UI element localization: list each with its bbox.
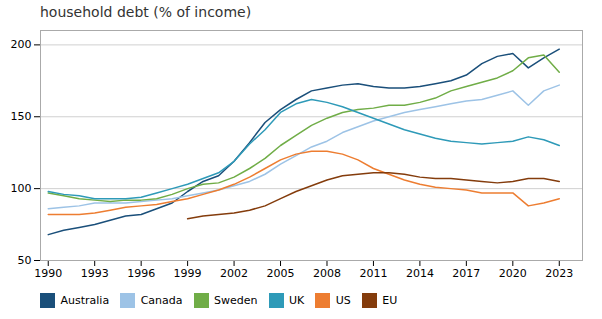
svg-text:2023: 2023 — [545, 267, 573, 280]
html-text:household debt (% of income): household debt (% of income) — [40, 4, 252, 20]
svg-text:200: 200 — [11, 38, 32, 51]
html-text:US: US — [335, 294, 351, 307]
svg-text:1990: 1990 — [34, 267, 62, 280]
html-text:UK: UK — [289, 294, 305, 307]
svg-text:2011: 2011 — [359, 267, 387, 280]
svg-text:100: 100 — [11, 182, 32, 195]
svg-text:2005: 2005 — [267, 267, 295, 280]
svg-text:1999: 1999 — [174, 267, 202, 280]
html-text:Canada: Canada — [140, 294, 183, 307]
svg-text:1993: 1993 — [81, 267, 109, 280]
html-text:Sweden: Sweden — [214, 294, 258, 307]
svg-text:2017: 2017 — [452, 267, 480, 280]
svg-text:150: 150 — [11, 110, 32, 123]
html-text:Australia: Australia — [60, 294, 110, 307]
svg-text:2008: 2008 — [313, 267, 341, 280]
svg-text:2020: 2020 — [499, 267, 527, 280]
svg-text:2002: 2002 — [220, 267, 248, 280]
html-text:EU: EU — [382, 294, 398, 307]
svg-text:50: 50 — [18, 254, 32, 267]
svg-text:1996: 1996 — [127, 267, 155, 280]
svg-text:2014: 2014 — [406, 267, 434, 280]
